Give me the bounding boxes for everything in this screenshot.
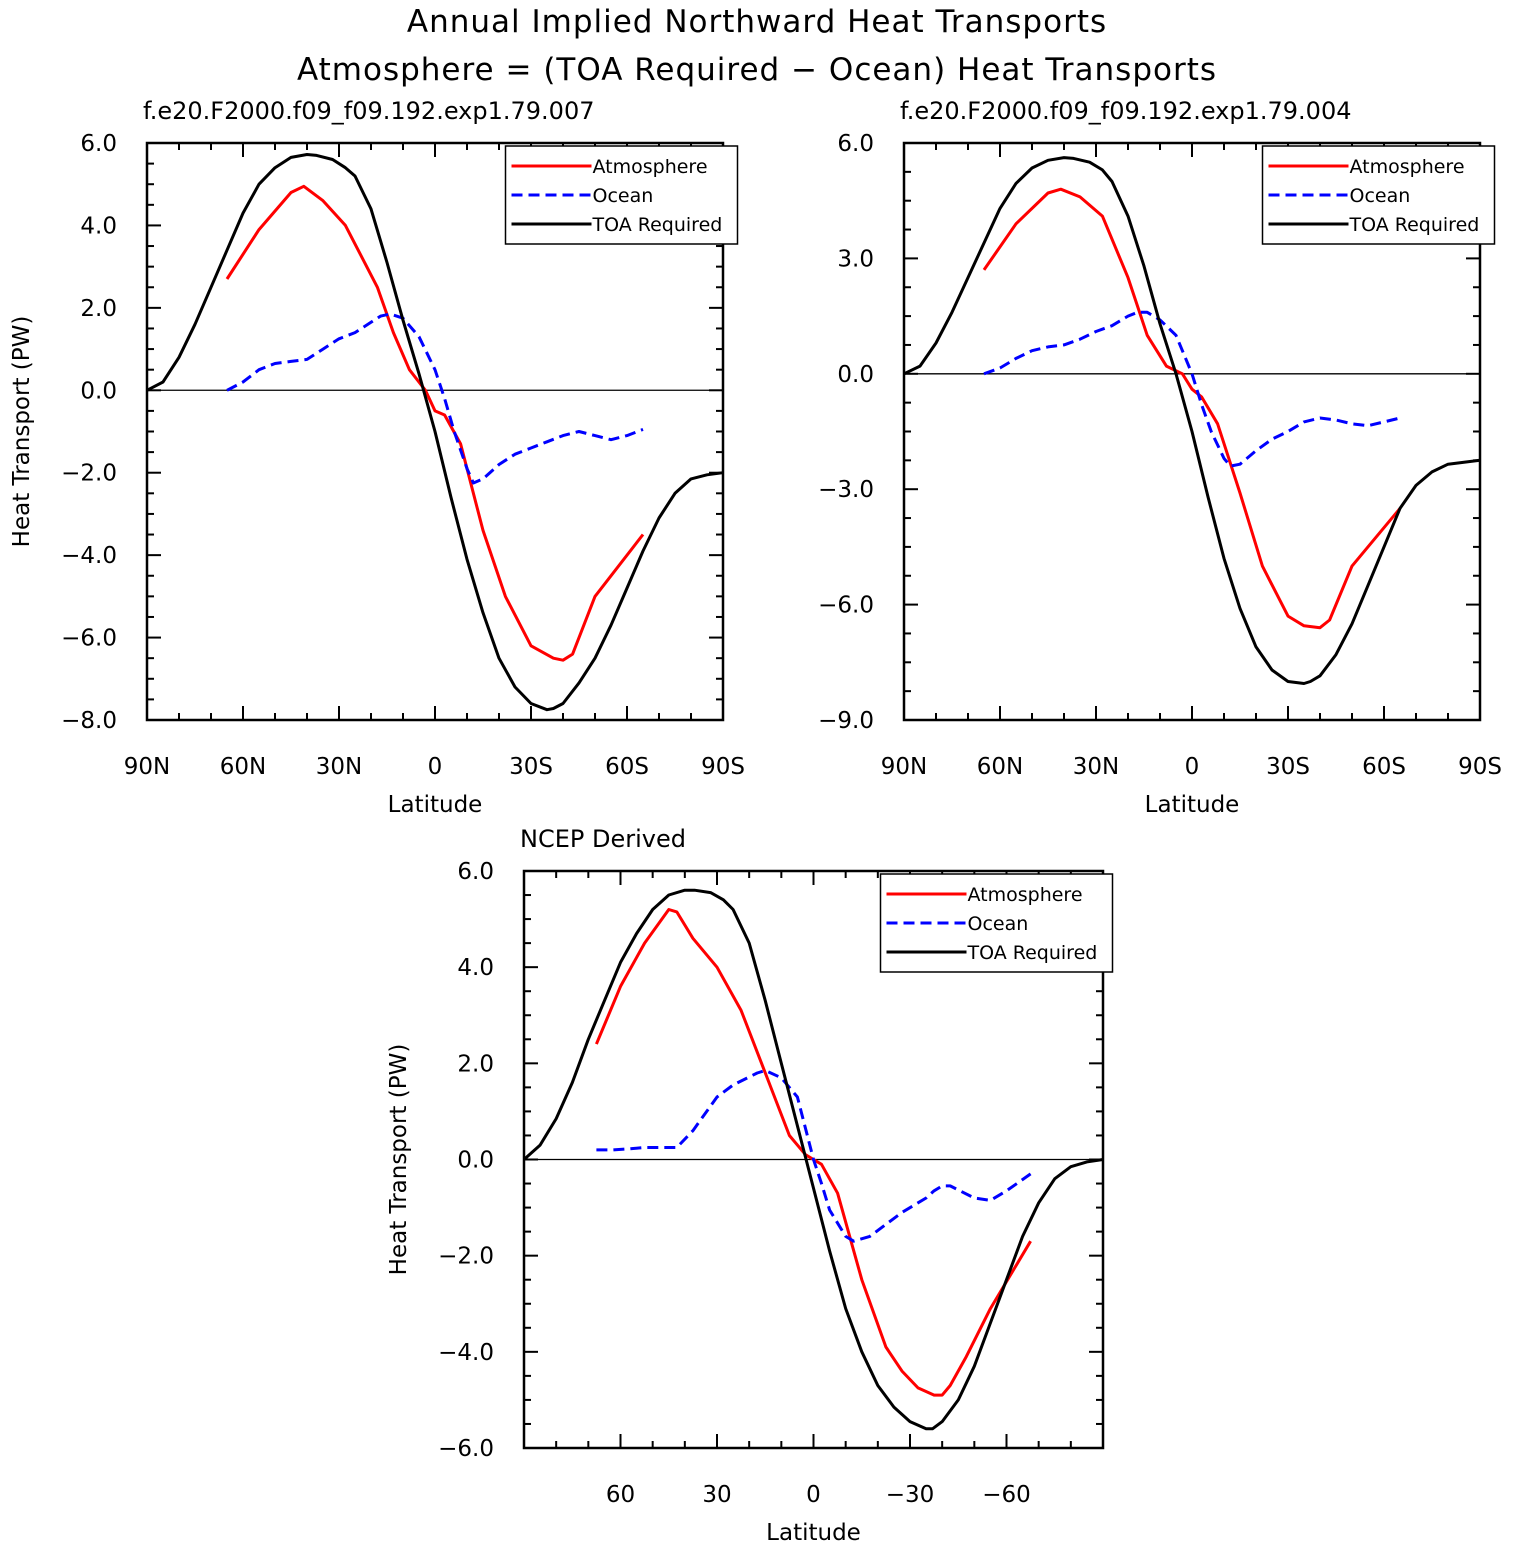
legend-label: Atmosphere (593, 156, 708, 178)
y-tick-label: −9.0 (818, 708, 874, 734)
y-tick-label: 3.0 (837, 246, 874, 272)
x-tick-label: 30N (316, 754, 362, 780)
x-tick-label: 0 (428, 754, 443, 780)
series-line-toa-required (523, 888, 1104, 1431)
chart-panel-2: f.e20.F2000.f09_f09.192.exp1.79.004 6.0 3.… (818, 97, 1502, 818)
x-tick-label: 30N (1073, 754, 1119, 780)
legend-box (879, 873, 1114, 973)
panel-subtitle: NCEP Derived (520, 825, 686, 853)
y-tick-label: 0.0 (80, 378, 117, 404)
y-tick-label: 2.0 (80, 296, 117, 322)
x-tick-label: 90N (124, 754, 170, 780)
legend-label: Ocean (593, 185, 654, 207)
panel-subtitle: f.e20.F2000.f09_f09.192.exp1.79.007 (143, 97, 594, 125)
x-tick-label: 30S (1266, 754, 1310, 780)
y-tick-label: −6.0 (438, 1436, 494, 1462)
x-tick-label: 60N (977, 754, 1023, 780)
series-line-toa-required (146, 153, 724, 712)
legend-label: Ocean (1350, 185, 1411, 207)
figure-title-line1: Annual Implied Northward Heat Transports (407, 4, 1107, 40)
series-line-atmosphere (982, 187, 1402, 630)
x-tick-label: 60S (605, 754, 649, 780)
x-tick-label: 0 (806, 1482, 821, 1508)
legend-label: TOA Required (592, 214, 723, 236)
chart-panel-1: f.e20.F2000.f09_f09.192.exp1.79.007 6.0 4.… (9, 97, 745, 818)
series-line-toa-required (903, 156, 1481, 685)
y-tick-label: −3.0 (818, 477, 874, 503)
legend-label: Atmosphere (1350, 156, 1465, 178)
legend-box (1261, 145, 1496, 245)
series-line-ocean (226, 312, 644, 485)
legend-label: TOA Required (1349, 214, 1480, 236)
x-tick-label: 90S (701, 754, 745, 780)
chart-panel-3: NCEP Derived 6.0 4.0 2.0 0.0 −2.0 −4.0 −6.0 60 30… (386, 825, 1114, 1546)
y-tick-label: 6.0 (80, 131, 117, 157)
y-tick-label: −2.0 (61, 461, 117, 487)
y-tick-label: 6.0 (457, 859, 494, 885)
y-tick-label: −6.0 (818, 593, 874, 619)
legend: Atmosphere Ocean TOA Required (879, 873, 1114, 973)
legend-label: Ocean (968, 913, 1029, 935)
y-tick-label: −8.0 (61, 708, 117, 734)
legend-label: Atmosphere (968, 884, 1083, 906)
legend: Atmosphere Ocean TOA Required (1261, 145, 1496, 245)
series-line-ocean (596, 1069, 1032, 1243)
y-tick-label: −4.0 (438, 1340, 494, 1366)
x-axis-label: Latitude (1145, 792, 1240, 818)
x-tick-label: 60N (220, 754, 266, 780)
x-tick-label: 30S (509, 754, 553, 780)
y-tick-label: −2.0 (438, 1244, 494, 1270)
y-tick-label: 0.0 (837, 362, 874, 388)
chart-panels: f.e20.F2000.f09_f09.192.exp1.79.007 6.0 4.… (9, 97, 1502, 1546)
x-tick-label: 90S (1458, 754, 1502, 780)
y-axis-label: Heat Transport (PW) (9, 316, 35, 548)
y-tick-label: 2.0 (457, 1051, 494, 1077)
y-tick-label: −6.0 (61, 626, 117, 652)
x-tick-label: 30 (702, 1482, 731, 1508)
series-line-ocean (983, 310, 1401, 468)
x-tick-label: 60S (1362, 754, 1406, 780)
x-tick-label: 0 (1185, 754, 1200, 780)
y-tick-label: 0.0 (457, 1148, 494, 1174)
legend-label: TOA Required (967, 942, 1098, 964)
x-tick-label: 90N (881, 754, 927, 780)
legend: Atmosphere Ocean TOA Required (504, 145, 739, 245)
figure-title-line2: Atmosphere = (TOA Required − Ocean) Heat… (297, 52, 1217, 88)
x-tick-label: 60 (606, 1482, 635, 1508)
x-tick-label: −30 (886, 1482, 935, 1508)
series-line-atmosphere (595, 908, 1032, 1397)
x-tick-label: −60 (982, 1482, 1031, 1508)
legend-box (504, 145, 739, 245)
y-axis-label: Heat Transport (PW) (386, 1044, 412, 1276)
panel-subtitle: f.e20.F2000.f09_f09.192.exp1.79.004 (900, 97, 1351, 125)
series-line-atmosphere (225, 184, 645, 662)
x-axis-label: Latitude (388, 792, 483, 818)
y-tick-label: 4.0 (457, 955, 494, 981)
y-tick-label: 4.0 (80, 213, 117, 239)
y-tick-label: −4.0 (61, 543, 117, 569)
y-tick-label: 6.0 (837, 131, 874, 157)
x-axis-label: Latitude (766, 1520, 861, 1546)
